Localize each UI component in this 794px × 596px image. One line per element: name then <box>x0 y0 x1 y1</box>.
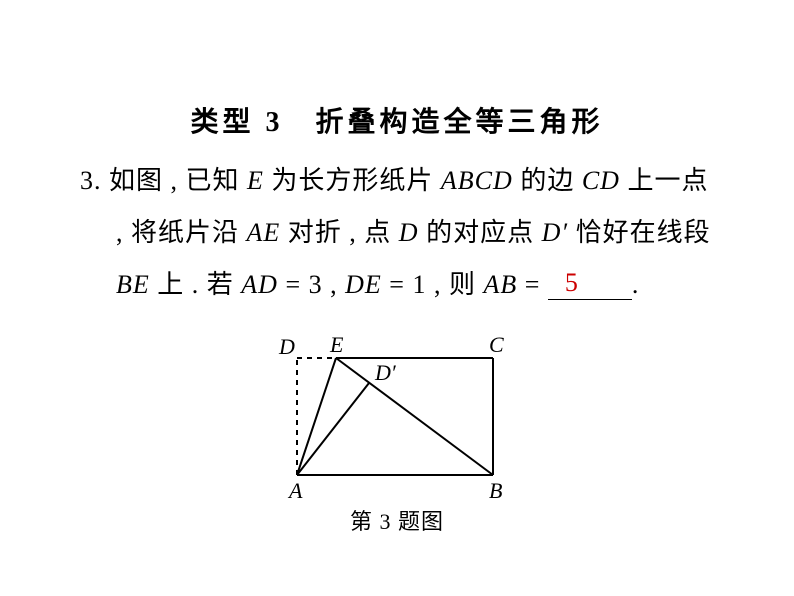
text-fragment: 恰好在线段 <box>568 218 711 247</box>
text-fragment: = 3 , <box>278 270 345 299</box>
text-fragment: = <box>517 270 548 299</box>
svg-text:B: B <box>489 478 502 500</box>
svg-text:E: E <box>329 332 344 357</box>
answer-value: 5 <box>565 268 579 297</box>
text-fragment: 将纸片沿 <box>131 218 247 247</box>
answer-blank: 5 <box>548 273 632 300</box>
text-fragment: 如图 , 已知 <box>109 166 247 195</box>
var-E: E <box>247 166 264 195</box>
svg-text:D: D <box>278 334 295 359</box>
text-fragment: 对折 , 点 <box>280 218 399 247</box>
text-fragment: . <box>632 270 640 299</box>
svg-text:D′: D′ <box>374 360 397 385</box>
var-D: D <box>399 218 419 247</box>
var-ABCD: ABCD <box>441 166 513 195</box>
var-DE: DE <box>345 270 382 299</box>
var-CD: CD <box>582 166 620 195</box>
text-fragment: 为长方形纸片 <box>264 166 441 195</box>
var-AB: AB <box>483 270 517 299</box>
section-title: 类型 3 折叠构造全等三角形 <box>0 100 794 140</box>
var-AE: AE <box>247 218 281 247</box>
text-fragment: 的边 <box>513 166 582 195</box>
text-fragment: = 1 , 则 <box>382 270 484 299</box>
var-Dprime: D′ <box>542 218 568 247</box>
svg-text:C: C <box>489 332 504 357</box>
figure: A B C D E D′ 第 3 题图 <box>0 330 794 536</box>
var-BE: BE <box>116 270 150 299</box>
text-fragment: 的对应点 <box>419 218 542 247</box>
svg-text:A: A <box>287 478 303 500</box>
problem-number: 3. <box>80 166 102 195</box>
problem-text: 3. 如图 , 已知 E 为长方形纸片 ABCD 的边 CD 上一点 , 将纸片… <box>80 155 720 311</box>
text-fragment: 上 . 若 <box>150 270 242 299</box>
geometry-diagram: A B C D E D′ <box>267 330 527 500</box>
figure-caption: 第 3 题图 <box>0 504 794 536</box>
var-AD: AD <box>241 270 278 299</box>
